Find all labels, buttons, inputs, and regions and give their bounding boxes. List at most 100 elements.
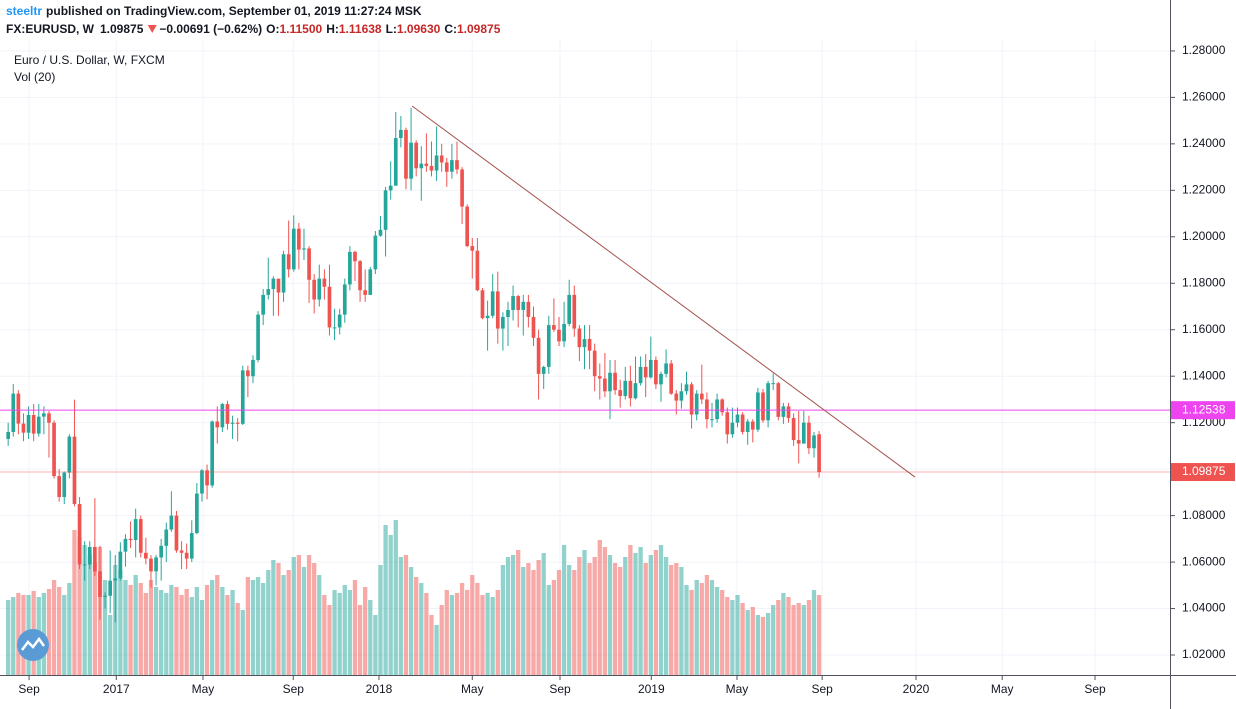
candle-body <box>42 413 46 417</box>
candle-body <box>817 434 821 473</box>
volume-bar <box>745 610 750 675</box>
y-tick-label: 1.02000 <box>1182 647 1226 661</box>
volume-bar <box>618 567 623 675</box>
volume-bar <box>220 587 225 675</box>
volume-bar <box>602 547 608 675</box>
volume-bar <box>363 587 368 675</box>
volume-bar <box>765 613 771 675</box>
candle-body <box>766 383 770 421</box>
volume-bar <box>709 580 715 675</box>
candle-body <box>11 393 16 432</box>
candle-body <box>419 163 424 169</box>
candle-body <box>240 370 245 424</box>
candle-body <box>404 129 408 179</box>
candle-body <box>98 571 102 597</box>
volume-bar <box>138 583 143 675</box>
volume-bar <box>317 575 322 675</box>
low-label: L: <box>386 22 397 36</box>
volume-bar <box>174 587 179 675</box>
y-tick-label: 1.28000 <box>1182 43 1226 57</box>
volume-bar <box>663 557 669 675</box>
x-tick-label: Sep <box>283 682 305 696</box>
candle-body <box>215 421 220 428</box>
volume-bar <box>546 585 551 675</box>
candle-body <box>414 142 419 169</box>
candle-body <box>200 470 204 494</box>
volume-bar <box>796 603 801 675</box>
volume-bar <box>16 593 21 675</box>
candle-body <box>327 286 332 328</box>
candle-body <box>164 529 169 546</box>
volume-bar <box>500 565 506 675</box>
volume-bar <box>373 615 378 675</box>
candle-body <box>557 329 561 342</box>
volume-bar <box>332 590 337 675</box>
candle-body <box>552 325 556 330</box>
candle-body <box>684 384 689 392</box>
candle-body <box>123 538 128 552</box>
volume-bar <box>776 600 781 675</box>
candle-body <box>511 296 515 310</box>
candle-body <box>465 206 470 247</box>
candle-body <box>664 363 668 374</box>
volume-bar <box>669 565 674 675</box>
candle-body <box>205 470 209 486</box>
candle-body <box>674 393 679 401</box>
candle-body <box>796 440 801 444</box>
candle-body <box>587 339 592 351</box>
published: published on TradingView.com, September … <box>46 4 422 18</box>
candle-body <box>138 519 143 553</box>
last-price-label: 1.09875 <box>1182 464 1226 478</box>
candle-body <box>77 503 82 565</box>
candle-body <box>113 578 118 581</box>
volume-bar <box>760 617 766 675</box>
candle-body <box>715 399 719 420</box>
candle-body <box>189 533 194 559</box>
candle-body <box>368 269 373 295</box>
volume-bar <box>271 560 276 675</box>
candle-body <box>710 419 714 421</box>
candle-body <box>633 383 638 399</box>
volume-bar <box>419 583 424 675</box>
candle-body <box>460 169 464 207</box>
candle-body <box>36 416 41 434</box>
y-tick-label: 1.24000 <box>1182 136 1226 150</box>
volume-bar <box>444 590 449 675</box>
volume-bar <box>322 595 327 675</box>
volume-bar <box>245 577 251 675</box>
candle-body <box>358 261 362 291</box>
candle-body <box>495 291 500 329</box>
author[interactable]: steeltr <box>6 4 42 18</box>
volume-bar <box>740 603 745 675</box>
candle-body <box>699 393 704 400</box>
candle-body <box>638 366 643 384</box>
volume-bar <box>674 563 679 675</box>
candle-body <box>291 228 296 270</box>
candle-body <box>679 391 684 401</box>
candle-body <box>603 378 607 392</box>
candle-body <box>31 415 36 434</box>
candle-body <box>220 404 225 428</box>
candle-body <box>307 248 311 280</box>
volume-bar <box>424 593 429 675</box>
volume-bar <box>694 580 699 675</box>
volume-title: Vol (20) <box>14 70 55 84</box>
candle-body <box>771 383 776 385</box>
candle-body <box>582 339 587 348</box>
candle-body <box>128 538 133 541</box>
volume-bar <box>128 585 133 675</box>
candle-body <box>271 278 276 290</box>
candle-body <box>475 250 480 291</box>
volume-bar <box>169 585 174 675</box>
candle-body <box>72 436 77 504</box>
volume-bar <box>454 593 460 675</box>
x-tick-label: May <box>991 682 1014 696</box>
logo[interactable] <box>17 629 49 661</box>
candle-body <box>812 435 816 449</box>
volume-bar <box>505 557 511 675</box>
volume-bar <box>679 567 684 675</box>
volume-bar <box>11 597 16 675</box>
publish-line: steeltr published on TradingView.com, Sep… <box>6 4 422 18</box>
volume-bar <box>266 570 271 675</box>
candle-body <box>26 415 31 433</box>
